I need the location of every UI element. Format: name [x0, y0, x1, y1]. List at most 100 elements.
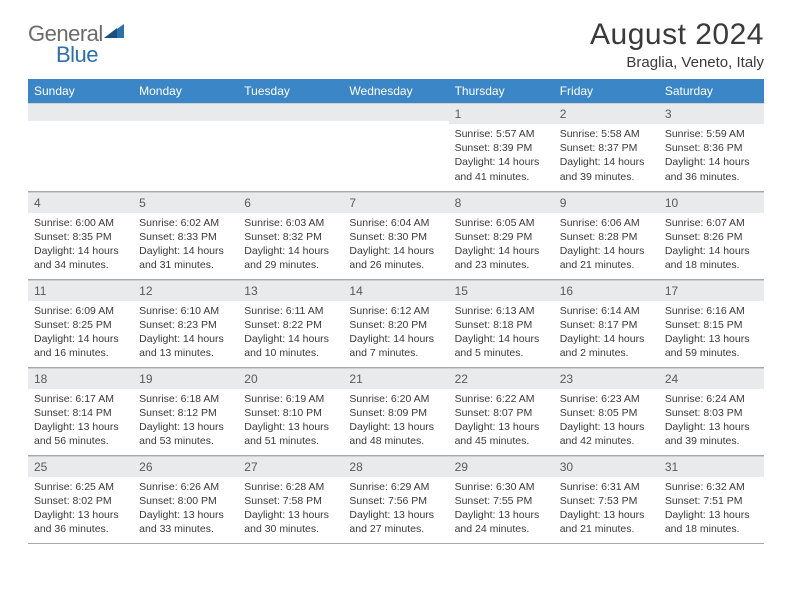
- calendar-day-cell: 4Sunrise: 6:00 AMSunset: 8:35 PMDaylight…: [28, 191, 133, 279]
- day-number: 13: [238, 280, 343, 301]
- weekday-header: Wednesday: [343, 79, 448, 103]
- title-block: August 2024 Braglia, Veneto, Italy: [590, 18, 764, 71]
- day-content: Sunrise: 6:26 AMSunset: 8:00 PMDaylight:…: [133, 477, 238, 541]
- day-content: Sunrise: 6:07 AMSunset: 8:26 PMDaylight:…: [659, 213, 764, 277]
- day-number: 28: [343, 456, 448, 477]
- day-number: 18: [28, 368, 133, 389]
- calendar-week-row: 18Sunrise: 6:17 AMSunset: 8:14 PMDayligh…: [28, 367, 764, 455]
- day-number: 17: [659, 280, 764, 301]
- day-content: Sunrise: 6:30 AMSunset: 7:55 PMDaylight:…: [449, 477, 554, 541]
- day-content: Sunrise: 6:28 AMSunset: 7:58 PMDaylight:…: [238, 477, 343, 541]
- calendar-day-cell: 10Sunrise: 6:07 AMSunset: 8:26 PMDayligh…: [659, 191, 764, 279]
- day-number: 30: [554, 456, 659, 477]
- calendar-day-cell: 7Sunrise: 6:04 AMSunset: 8:30 PMDaylight…: [343, 191, 448, 279]
- day-content: Sunrise: 6:14 AMSunset: 8:17 PMDaylight:…: [554, 301, 659, 365]
- calendar-day-cell: 25Sunrise: 6:25 AMSunset: 8:02 PMDayligh…: [28, 455, 133, 543]
- calendar-day-cell: 16Sunrise: 6:14 AMSunset: 8:17 PMDayligh…: [554, 279, 659, 367]
- day-content: Sunrise: 6:04 AMSunset: 8:30 PMDaylight:…: [343, 213, 448, 277]
- calendar-day-cell: 24Sunrise: 6:24 AMSunset: 8:03 PMDayligh…: [659, 367, 764, 455]
- day-number: 16: [554, 280, 659, 301]
- day-content: Sunrise: 6:12 AMSunset: 8:20 PMDaylight:…: [343, 301, 448, 365]
- day-number: 6: [238, 192, 343, 213]
- calendar-day-cell: 29Sunrise: 6:30 AMSunset: 7:55 PMDayligh…: [449, 455, 554, 543]
- weekday-header: Friday: [554, 79, 659, 103]
- day-number: 11: [28, 280, 133, 301]
- calendar-day-cell: 3Sunrise: 5:59 AMSunset: 8:36 PMDaylight…: [659, 103, 764, 191]
- calendar-table: Sunday Monday Tuesday Wednesday Thursday…: [28, 79, 764, 544]
- day-number: 29: [449, 456, 554, 477]
- day-content: Sunrise: 6:16 AMSunset: 8:15 PMDaylight:…: [659, 301, 764, 365]
- day-number: 22: [449, 368, 554, 389]
- logo: GeneralBlue: [28, 24, 126, 66]
- day-number: 14: [343, 280, 448, 301]
- day-number: 26: [133, 456, 238, 477]
- calendar-day-cell: 15Sunrise: 6:13 AMSunset: 8:18 PMDayligh…: [449, 279, 554, 367]
- day-number: 5: [133, 192, 238, 213]
- day-number: 7: [343, 192, 448, 213]
- day-content: Sunrise: 6:13 AMSunset: 8:18 PMDaylight:…: [449, 301, 554, 365]
- day-content: Sunrise: 6:20 AMSunset: 8:09 PMDaylight:…: [343, 389, 448, 453]
- day-number: 8: [449, 192, 554, 213]
- day-number: 1: [449, 103, 554, 124]
- calendar-day-cell: 8Sunrise: 6:05 AMSunset: 8:29 PMDaylight…: [449, 191, 554, 279]
- day-number: 12: [133, 280, 238, 301]
- calendar-day-cell: 13Sunrise: 6:11 AMSunset: 8:22 PMDayligh…: [238, 279, 343, 367]
- calendar-day-cell: 30Sunrise: 6:31 AMSunset: 7:53 PMDayligh…: [554, 455, 659, 543]
- weekday-header: Monday: [133, 79, 238, 103]
- day-number: 23: [554, 368, 659, 389]
- day-content: Sunrise: 5:59 AMSunset: 8:36 PMDaylight:…: [659, 124, 764, 188]
- weekday-header: Saturday: [659, 79, 764, 103]
- day-content: Sunrise: 6:02 AMSunset: 8:33 PMDaylight:…: [133, 213, 238, 277]
- calendar-day-cell: 23Sunrise: 6:23 AMSunset: 8:05 PMDayligh…: [554, 367, 659, 455]
- day-number: 2: [554, 103, 659, 124]
- day-content: Sunrise: 6:23 AMSunset: 8:05 PMDaylight:…: [554, 389, 659, 453]
- calendar-day-cell: [133, 103, 238, 191]
- day-content: Sunrise: 6:09 AMSunset: 8:25 PMDaylight:…: [28, 301, 133, 365]
- day-number: [238, 103, 343, 121]
- day-content: Sunrise: 6:19 AMSunset: 8:10 PMDaylight:…: [238, 389, 343, 453]
- day-number: 27: [238, 456, 343, 477]
- day-content: Sunrise: 6:10 AMSunset: 8:23 PMDaylight:…: [133, 301, 238, 365]
- calendar-day-cell: 14Sunrise: 6:12 AMSunset: 8:20 PMDayligh…: [343, 279, 448, 367]
- day-content: Sunrise: 6:29 AMSunset: 7:56 PMDaylight:…: [343, 477, 448, 541]
- logo-triangle-icon: [104, 24, 126, 42]
- day-number: 31: [659, 456, 764, 477]
- calendar-day-cell: 26Sunrise: 6:26 AMSunset: 8:00 PMDayligh…: [133, 455, 238, 543]
- calendar-day-cell: 6Sunrise: 6:03 AMSunset: 8:32 PMDaylight…: [238, 191, 343, 279]
- day-number: 20: [238, 368, 343, 389]
- calendar-week-row: 1Sunrise: 5:57 AMSunset: 8:39 PMDaylight…: [28, 103, 764, 191]
- day-content: Sunrise: 6:31 AMSunset: 7:53 PMDaylight:…: [554, 477, 659, 541]
- day-number: 21: [343, 368, 448, 389]
- weekday-header: Thursday: [449, 79, 554, 103]
- calendar-week-row: 4Sunrise: 6:00 AMSunset: 8:35 PMDaylight…: [28, 191, 764, 279]
- calendar-day-cell: 11Sunrise: 6:09 AMSunset: 8:25 PMDayligh…: [28, 279, 133, 367]
- day-content: Sunrise: 6:05 AMSunset: 8:29 PMDaylight:…: [449, 213, 554, 277]
- day-content: Sunrise: 6:03 AMSunset: 8:32 PMDaylight:…: [238, 213, 343, 277]
- calendar-day-cell: 19Sunrise: 6:18 AMSunset: 8:12 PMDayligh…: [133, 367, 238, 455]
- weekday-header: Sunday: [28, 79, 133, 103]
- weekday-header-row: Sunday Monday Tuesday Wednesday Thursday…: [28, 79, 764, 103]
- day-number: 25: [28, 456, 133, 477]
- calendar-day-cell: 22Sunrise: 6:22 AMSunset: 8:07 PMDayligh…: [449, 367, 554, 455]
- month-title: August 2024: [590, 18, 764, 52]
- calendar-week-row: 11Sunrise: 6:09 AMSunset: 8:25 PMDayligh…: [28, 279, 764, 367]
- calendar-day-cell: 20Sunrise: 6:19 AMSunset: 8:10 PMDayligh…: [238, 367, 343, 455]
- day-content: Sunrise: 6:11 AMSunset: 8:22 PMDaylight:…: [238, 301, 343, 365]
- calendar-day-cell: 9Sunrise: 6:06 AMSunset: 8:28 PMDaylight…: [554, 191, 659, 279]
- day-number: [133, 103, 238, 121]
- calendar-day-cell: 12Sunrise: 6:10 AMSunset: 8:23 PMDayligh…: [133, 279, 238, 367]
- header: GeneralBlue August 2024 Braglia, Veneto,…: [28, 18, 764, 71]
- calendar-day-cell: [238, 103, 343, 191]
- calendar-day-cell: 31Sunrise: 6:32 AMSunset: 7:51 PMDayligh…: [659, 455, 764, 543]
- calendar-day-cell: 28Sunrise: 6:29 AMSunset: 7:56 PMDayligh…: [343, 455, 448, 543]
- day-number: 10: [659, 192, 764, 213]
- day-number: 9: [554, 192, 659, 213]
- day-content: Sunrise: 5:58 AMSunset: 8:37 PMDaylight:…: [554, 124, 659, 188]
- calendar-day-cell: [343, 103, 448, 191]
- calendar-day-cell: 1Sunrise: 5:57 AMSunset: 8:39 PMDaylight…: [449, 103, 554, 191]
- calendar-day-cell: 17Sunrise: 6:16 AMSunset: 8:15 PMDayligh…: [659, 279, 764, 367]
- calendar-day-cell: 18Sunrise: 6:17 AMSunset: 8:14 PMDayligh…: [28, 367, 133, 455]
- day-content: Sunrise: 6:22 AMSunset: 8:07 PMDaylight:…: [449, 389, 554, 453]
- calendar-day-cell: 27Sunrise: 6:28 AMSunset: 7:58 PMDayligh…: [238, 455, 343, 543]
- calendar-day-cell: [28, 103, 133, 191]
